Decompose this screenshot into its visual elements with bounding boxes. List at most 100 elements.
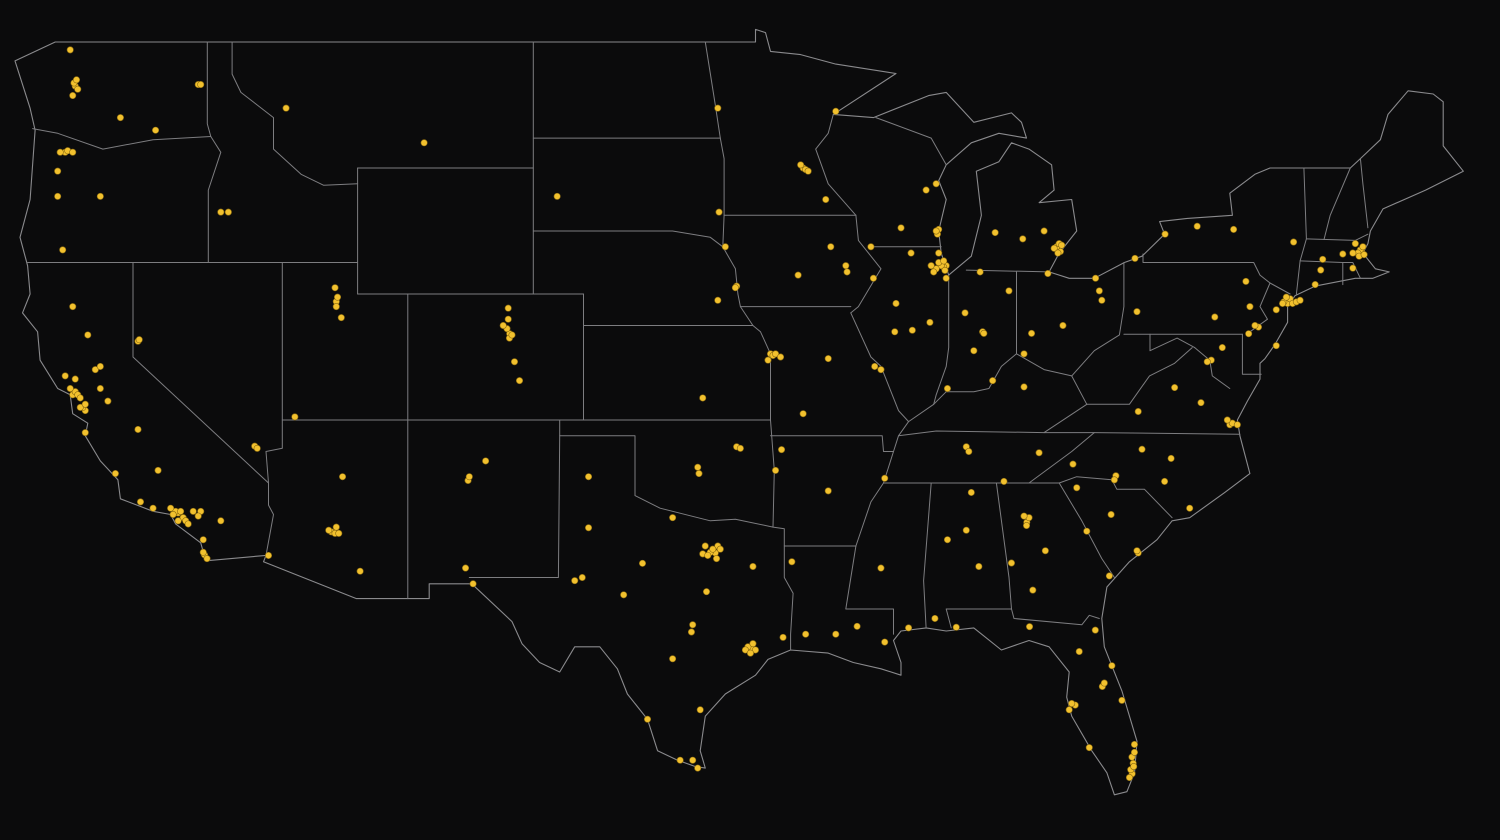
location-dot	[1050, 244, 1058, 252]
state-border	[532, 230, 754, 326]
location-dot	[76, 403, 84, 411]
location-dot	[265, 551, 273, 559]
location-dot	[462, 564, 470, 572]
location-dot	[741, 646, 749, 654]
location-dot	[504, 315, 512, 323]
location-dot	[699, 394, 707, 402]
location-dot	[804, 167, 812, 175]
location-dot	[669, 655, 677, 663]
location-dot	[1251, 321, 1259, 329]
location-dot	[177, 507, 185, 515]
location-dot	[689, 621, 697, 629]
location-dot	[907, 249, 915, 257]
location-dot	[935, 249, 943, 257]
location-dot	[715, 208, 723, 216]
location-dot	[482, 457, 490, 465]
location-dot	[736, 444, 744, 452]
country-outline	[14, 28, 1464, 796]
location-dot	[991, 229, 999, 237]
location-dot	[1073, 484, 1081, 492]
location-dot	[694, 764, 702, 772]
location-dot	[1133, 308, 1141, 316]
location-dot	[1107, 510, 1115, 518]
location-dot	[1193, 222, 1201, 230]
location-dot	[1075, 648, 1083, 656]
location-dot	[1171, 384, 1179, 392]
location-dot	[197, 81, 205, 89]
location-dot	[746, 649, 754, 657]
state-border	[1142, 253, 1271, 284]
location-dot	[1133, 547, 1141, 555]
state-border	[908, 353, 1073, 423]
location-dot	[154, 466, 162, 474]
location-dot	[356, 567, 364, 575]
location-dot	[1360, 251, 1368, 259]
location-dot	[1020, 383, 1028, 391]
location-dot	[877, 366, 885, 374]
location-dot	[669, 514, 677, 522]
location-dot	[1065, 706, 1073, 714]
location-dot	[71, 375, 79, 383]
location-dot	[334, 293, 342, 301]
location-dot	[510, 358, 518, 366]
location-dot	[788, 558, 796, 566]
location-dot	[1130, 748, 1138, 756]
location-dot	[1296, 296, 1304, 304]
location-dot	[72, 76, 80, 84]
location-dot	[704, 551, 712, 559]
location-dot	[91, 366, 99, 374]
location-dot	[676, 756, 684, 764]
location-dot	[1233, 421, 1241, 429]
location-dot	[96, 192, 104, 200]
location-dot	[802, 630, 810, 638]
location-dot	[1020, 350, 1028, 358]
location-dot	[332, 303, 340, 311]
state-border	[206, 41, 222, 263]
location-dot	[116, 114, 124, 122]
location-dot	[1059, 321, 1067, 329]
location-dot	[952, 623, 960, 631]
location-dot	[1242, 277, 1250, 285]
location-dot	[1246, 303, 1254, 311]
location-dot	[217, 517, 225, 525]
location-dot	[1019, 235, 1027, 243]
locations	[54, 46, 1368, 782]
location-dot	[69, 303, 77, 311]
location-dot	[54, 192, 62, 200]
location-dot	[827, 243, 835, 251]
location-dot	[1028, 329, 1036, 337]
state-border	[559, 435, 774, 528]
location-dot	[867, 243, 875, 251]
location-dot	[751, 646, 759, 654]
location-dot	[731, 284, 739, 292]
location-dot	[282, 104, 290, 112]
location-dot	[585, 473, 593, 481]
state-border	[1194, 347, 1231, 389]
location-dot	[644, 715, 652, 723]
location-dot	[253, 444, 261, 452]
location-dot	[961, 309, 969, 317]
location-dot	[703, 588, 711, 596]
location-dot	[794, 271, 802, 279]
location-dot	[1279, 299, 1287, 307]
location-dot	[926, 318, 934, 326]
location-dot	[1100, 679, 1108, 687]
location-dot	[1058, 241, 1066, 249]
location-dot	[331, 284, 339, 292]
location-dot	[1118, 696, 1126, 704]
location-dot	[620, 591, 628, 599]
location-dot	[989, 377, 997, 385]
location-dot	[1311, 281, 1319, 289]
location-dot	[709, 545, 717, 553]
location-dot	[714, 104, 722, 112]
location-dot	[516, 377, 524, 385]
state-border	[923, 482, 932, 629]
location-dot	[571, 577, 579, 585]
location-dot	[930, 268, 938, 276]
location-dot	[76, 394, 84, 402]
location-dot	[81, 400, 89, 408]
location-dot	[824, 487, 832, 495]
location-dot	[1083, 527, 1091, 535]
location-dot	[1272, 342, 1280, 350]
